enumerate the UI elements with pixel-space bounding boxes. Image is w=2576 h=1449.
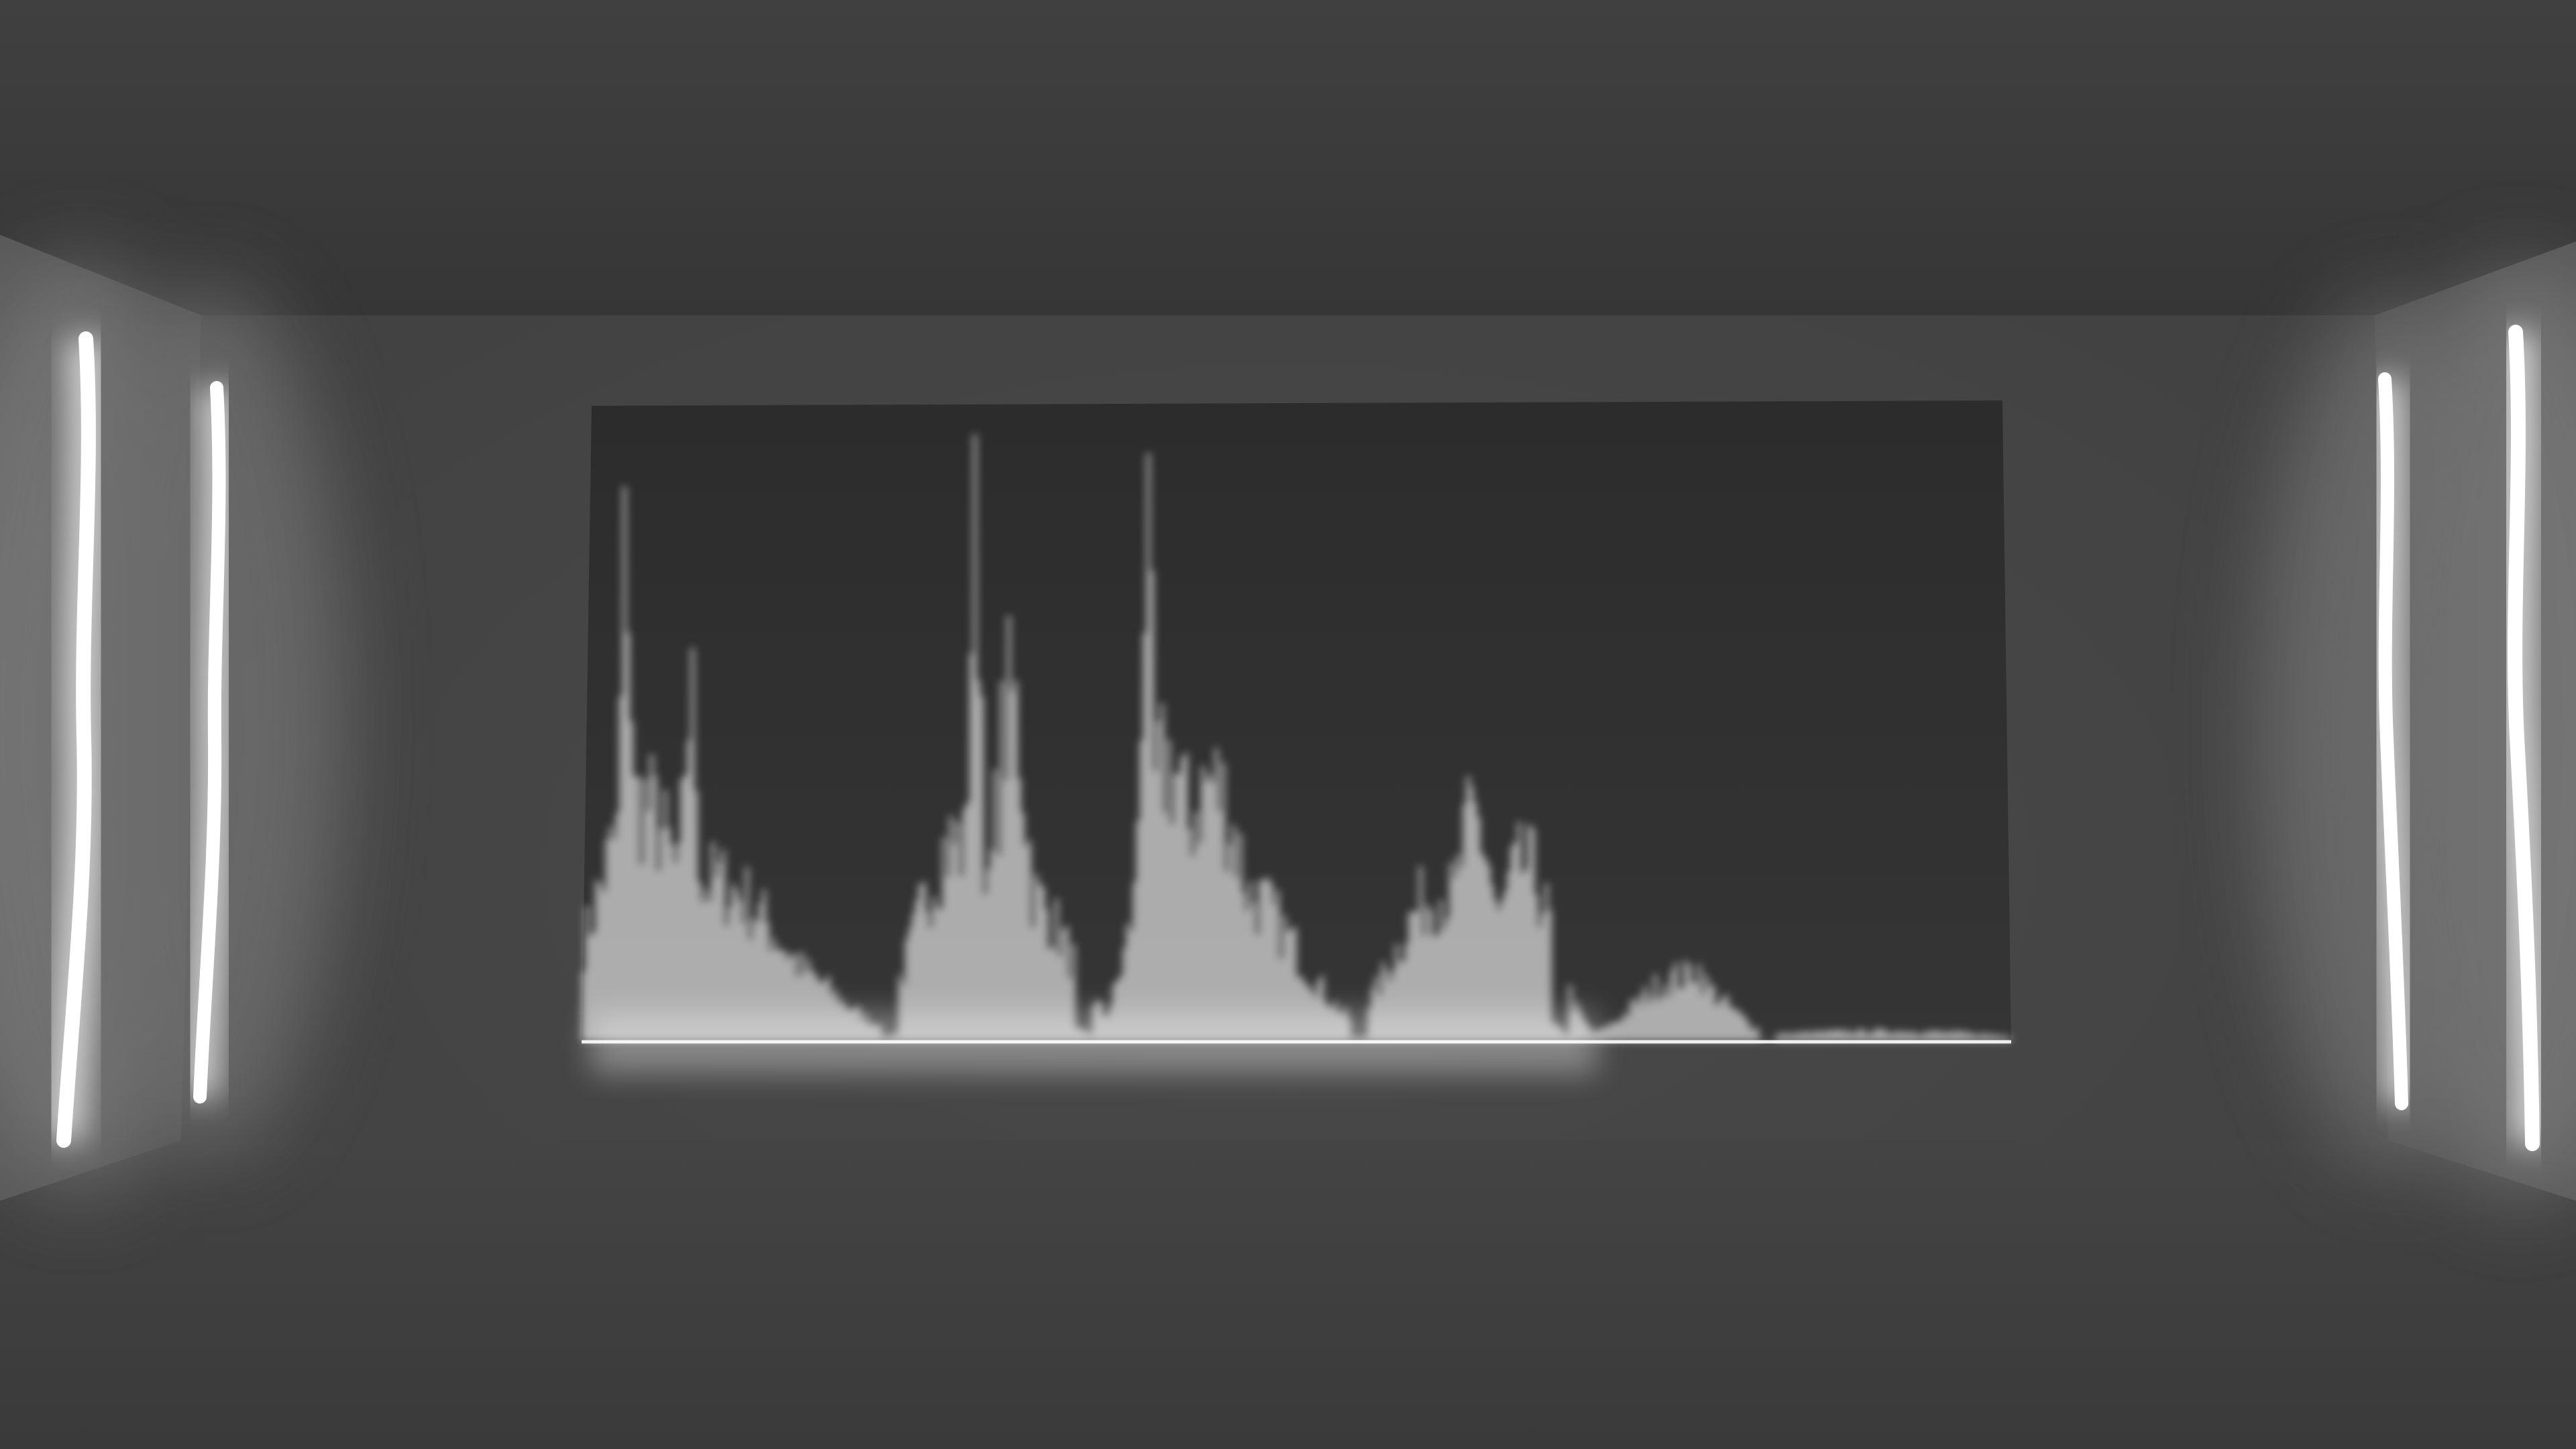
ceiling <box>0 0 2576 315</box>
light-tubes <box>44 325 2553 1151</box>
right-inner-light-tube <box>2366 372 2420 1110</box>
spectrum-bars <box>581 434 2012 1041</box>
visualizer-screen <box>581 400 2012 1073</box>
floor <box>0 1140 2576 1449</box>
spectrum-lines <box>582 434 2010 1041</box>
left-inner-light-tube <box>181 381 237 1104</box>
right-outer-light-tube <box>2495 325 2553 1151</box>
left-outer-light-tube <box>44 331 109 1148</box>
screen-panel <box>582 400 2011 1043</box>
